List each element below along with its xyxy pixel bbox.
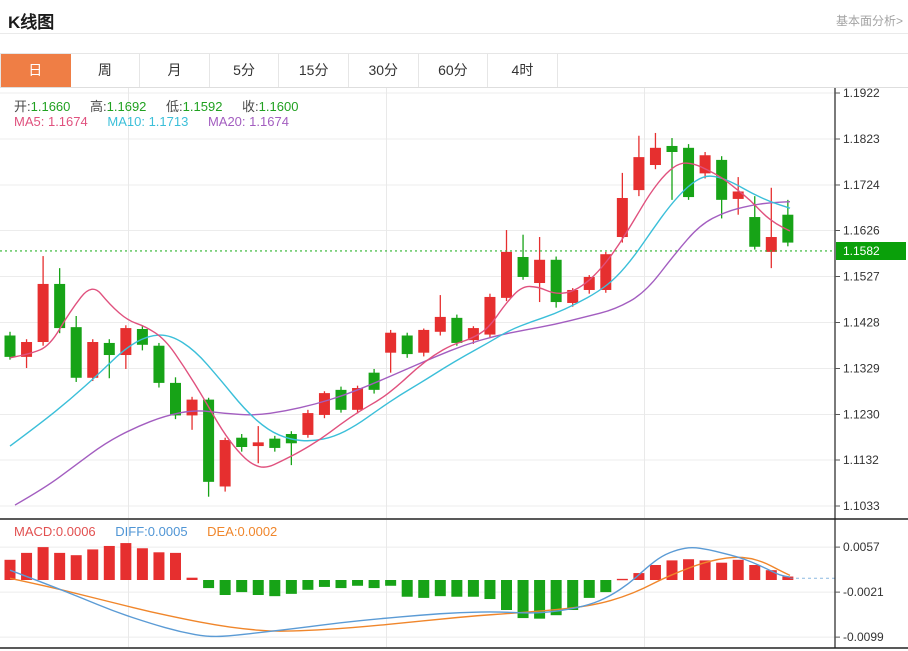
tab-日[interactable]: 日 [1,54,71,87]
macd-bars-layer [4,543,794,619]
svg-text:-0.0099: -0.0099 [843,630,884,644]
svg-text:0.0057: 0.0057 [843,540,880,554]
page-title: K线图 [8,13,55,32]
macd-legend: MACD:0.0006 DIFF:0.0005 DEA:0.0002 [14,524,293,539]
high-value: 高:1.1692 [90,99,147,114]
interval-tabs: 日周月 5分 15分 30分 60分 4时 [0,53,908,88]
ma10-value: MA10: 1.1713 [107,114,189,129]
svg-text:1.1132: 1.1132 [843,453,879,467]
ma20-value: MA20: 1.1674 [207,114,289,129]
svg-text:1.1033: 1.1033 [843,499,880,513]
svg-text:1.1724: 1.1724 [843,178,880,192]
diff-value: DIFF:0.0005 [115,524,188,539]
macd-lines-layer [9,546,835,638]
svg-text:-0.0021: -0.0021 [843,585,884,599]
tab-周[interactable]: 周 [70,54,141,87]
svg-text:1.1428: 1.1428 [843,315,880,329]
ma-legend: MA5: 1.1674 MA10: 1.1713 MA20: 1.1674 [14,114,305,129]
fundamental-analysis-link[interactable]: 基本面分析> [835,14,903,28]
tab-15分[interactable]: 15分 [279,54,349,87]
ma5-value: MA5: 1.1674 [14,114,88,129]
svg-text:1.1527: 1.1527 [843,270,880,284]
svg-text:1.1230: 1.1230 [843,407,880,421]
svg-text:1.1922: 1.1922 [843,86,880,100]
tab-60分[interactable]: 60分 [418,54,489,87]
candles-layer [4,132,794,497]
dea-value: DEA:0.0002 [207,524,278,539]
tab-月[interactable]: 月 [140,54,210,87]
grid-layer [0,88,835,647]
macd-value: MACD:0.0006 [14,524,96,539]
tab-4时[interactable]: 4时 [488,54,558,87]
svg-text:1.1823: 1.1823 [843,132,880,146]
last-price-tag: 1.1582 [836,241,906,260]
ma-lines-layer [9,162,791,506]
header-divider [0,33,908,34]
svg-text:1.1626: 1.1626 [843,224,880,238]
ohlc-legend: 开:1.1660 高:1.1692 低:1.1592 收:1.1600 [14,96,314,115]
axis-labels-layer: 1.1922 1.1823 1.1724 1.1626 1.1527 1.1428 1.13… [835,86,884,644]
tab-30分[interactable]: 30分 [348,54,419,87]
svg-text:1.1329: 1.1329 [843,361,880,375]
close-value: 收:1.1600 [242,99,299,114]
tab-5分[interactable]: 5分 [209,54,280,87]
open-value: 开:1.1660 [14,99,71,114]
low-value: 低:1.1592 [166,99,223,114]
